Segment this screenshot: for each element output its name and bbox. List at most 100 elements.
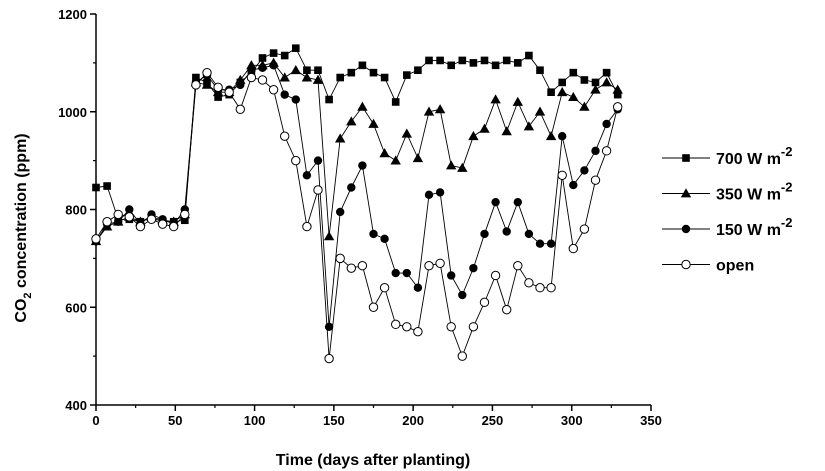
data-point: [436, 56, 444, 65]
y-axis-title-subscript: 2: [22, 292, 34, 298]
data-point: [546, 283, 556, 293]
y-tick-label: 400: [65, 398, 87, 413]
data-point: [535, 283, 545, 293]
data-point: [292, 44, 300, 53]
data-point: [491, 61, 500, 70]
data-point: [413, 283, 423, 292]
y-axis-title-suffix: concentration (ppm): [13, 133, 30, 292]
data-point: [358, 161, 367, 170]
data-point: [102, 217, 112, 227]
legend-superscript: -2: [781, 215, 793, 230]
data-point: [468, 322, 479, 332]
data-point: [523, 121, 535, 131]
legend-marker: [680, 188, 692, 198]
data-point: [480, 56, 489, 65]
data-point: [580, 166, 589, 175]
data-point: [135, 221, 146, 232]
data-point: [302, 171, 312, 180]
data-point: [236, 80, 245, 90]
data-point: [224, 87, 234, 97]
legend-marker: [681, 259, 691, 270]
data-point: [546, 239, 556, 248]
series-1: [90, 57, 623, 246]
data-point: [468, 130, 479, 141]
data-point: [379, 283, 390, 293]
data-point: [181, 216, 189, 225]
data-point: [414, 66, 422, 75]
x-tick-label: 200: [402, 413, 424, 428]
data-point: [490, 270, 501, 281]
data-point: [213, 82, 223, 93]
data-point: [423, 106, 435, 116]
data-point: [525, 51, 533, 60]
data-point: [591, 146, 600, 156]
data-point: [490, 94, 501, 104]
x-tick-label: 100: [244, 413, 266, 428]
data-point: [524, 278, 534, 288]
data-point: [303, 66, 311, 75]
data-point: [357, 101, 368, 111]
data-point: [246, 72, 257, 83]
legend-item: 150 W m-2: [662, 215, 792, 239]
data-point: [291, 95, 300, 104]
data-point: [358, 61, 367, 70]
data-point: [280, 51, 289, 60]
data-point: [524, 229, 534, 239]
y-tick-label: 800: [65, 203, 87, 218]
data-point: [258, 54, 267, 62]
x-tick-label: 300: [561, 413, 583, 428]
data-point: [290, 65, 301, 75]
data-point: [579, 224, 590, 234]
data-point: [457, 162, 468, 172]
data-point: [480, 229, 489, 239]
data-point: [590, 175, 601, 185]
data-point: [513, 197, 522, 207]
data-point: [413, 326, 423, 337]
y-axis: 400 600 800 1000 1200: [58, 7, 97, 413]
data-point: [512, 96, 523, 106]
data-point: [313, 185, 323, 195]
x-axis-title: Time (days after planting): [276, 452, 470, 469]
data-point: [324, 353, 334, 364]
data-point: [425, 56, 433, 65]
data-point: [557, 170, 567, 180]
data-point: [325, 95, 333, 104]
data-point: [323, 231, 335, 241]
y-tick-label: 600: [65, 300, 87, 315]
data-point: [612, 84, 623, 94]
data-point: [335, 253, 345, 264]
data-point: [269, 49, 278, 57]
legend-marker: [681, 224, 691, 234]
data-point: [590, 84, 601, 94]
data-point: [558, 131, 567, 141]
data-point: [568, 91, 579, 101]
data-point: [591, 78, 600, 87]
legend-superscript: -2: [781, 144, 793, 159]
series-line: [95, 47, 619, 223]
data-point: [280, 90, 289, 99]
legend-label: 350 W m-2: [716, 180, 792, 204]
data-point: [169, 221, 179, 232]
y-tick-label: 1000: [58, 105, 87, 120]
data-point: [501, 126, 512, 136]
data-point: [402, 268, 411, 278]
data-point: [502, 56, 511, 65]
data-point: [268, 85, 279, 95]
data-point: [202, 67, 212, 78]
data-point: [114, 217, 123, 226]
data-point: [313, 156, 323, 165]
y-tick-label: 1200: [58, 7, 87, 22]
data-point: [579, 101, 590, 111]
x-axis: 0 50 100 150 200 250 300 350: [92, 404, 662, 428]
data-point: [458, 56, 467, 65]
data-point: [479, 297, 490, 308]
data-point: [601, 77, 612, 87]
data-point: [380, 73, 389, 82]
legend-item: 700 W m-2: [662, 144, 792, 168]
data-point: [536, 66, 544, 75]
data-point: [279, 72, 290, 82]
data-point: [502, 227, 511, 236]
data-point: [91, 234, 101, 244]
data-point: [402, 322, 412, 332]
